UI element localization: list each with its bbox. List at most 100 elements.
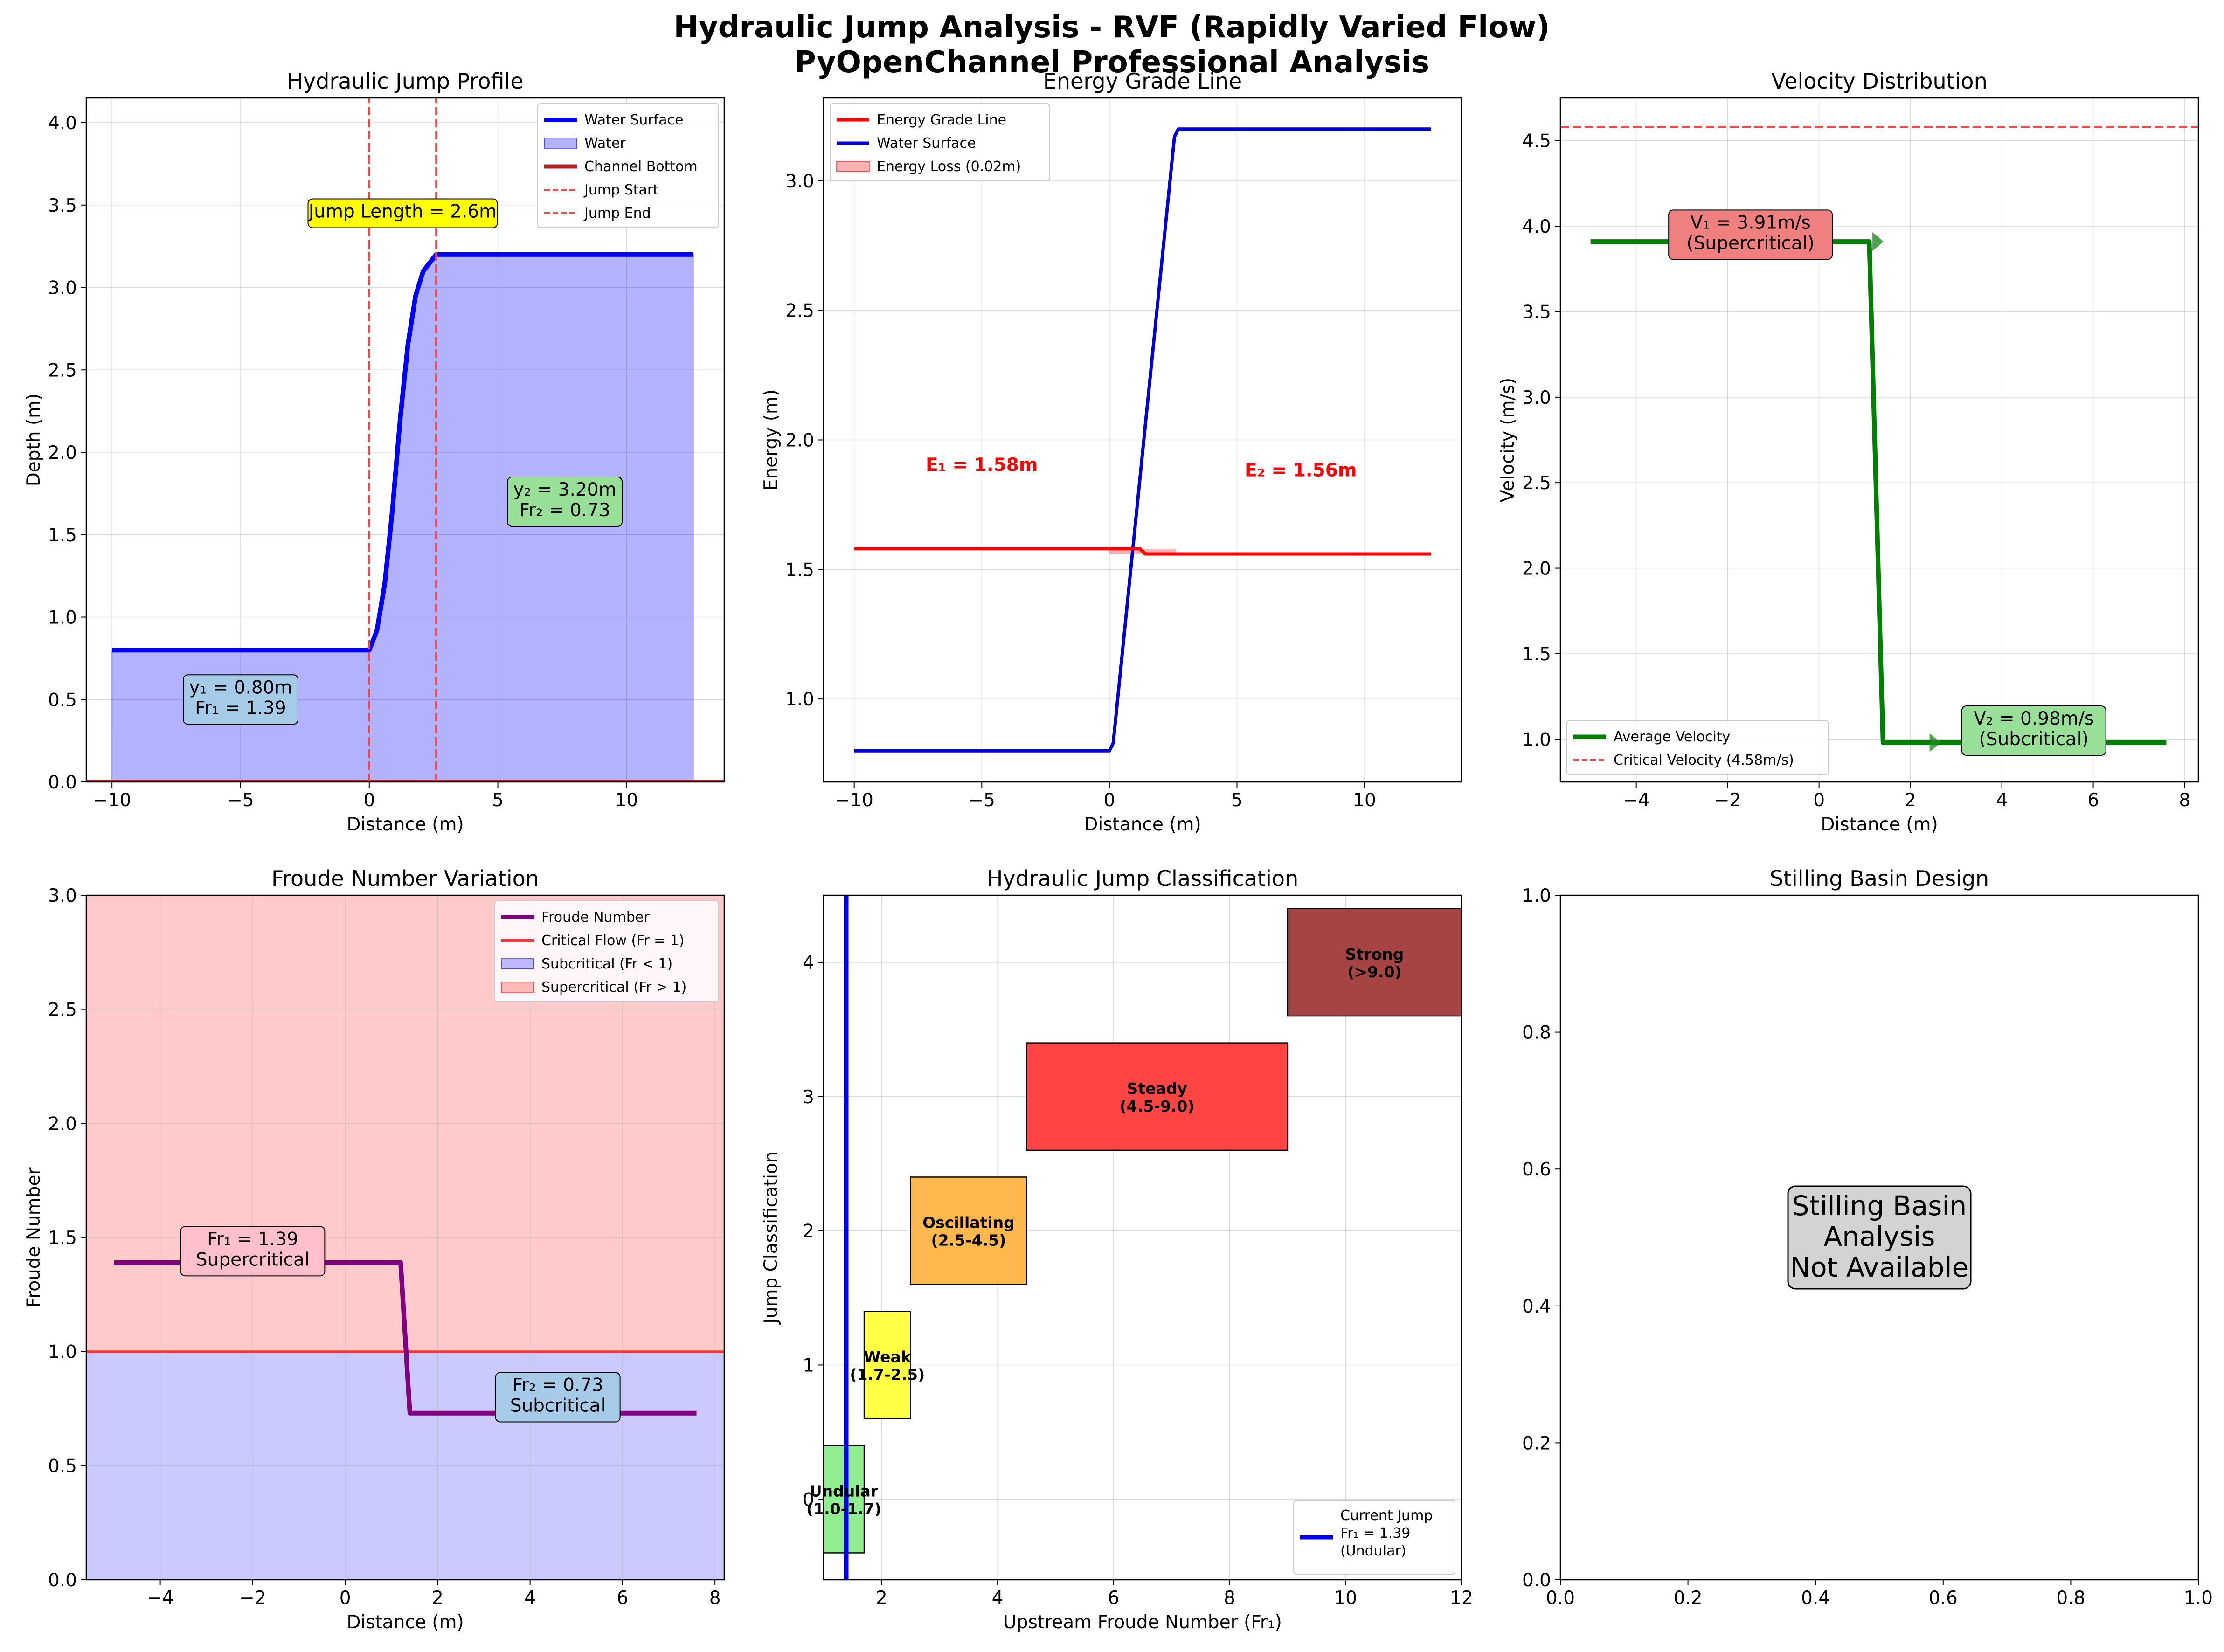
y-tick-label: 4.0 [1522, 216, 1551, 237]
y-tick-label: 0.2 [1522, 1433, 1551, 1454]
legend-label: Energy Grade Line [877, 112, 1006, 128]
legend-label: Channel Bottom [584, 159, 698, 175]
jump-type-bar-weak [863, 1311, 911, 1419]
plot-area [854, 127, 1431, 753]
legend-item: Water Surface [544, 112, 684, 128]
legend-box [1293, 1500, 1455, 1575]
y-tick-label: 0.4 [1522, 1296, 1551, 1317]
y-tick-label: 2.0 [48, 442, 77, 463]
legend-box [537, 103, 719, 228]
x-tick-label: 0.0 [1546, 1588, 1575, 1609]
basin-message-text-line: Not Available [1790, 1251, 1969, 1283]
water-surface-line [112, 252, 693, 653]
y-tick-label: 0.6 [1522, 1159, 1551, 1180]
y-tick-label: 3.0 [1522, 387, 1551, 408]
x-tick-label: 2 [432, 1588, 443, 1609]
y-tick-label: 0.0 [1522, 1570, 1551, 1591]
legend-label: Water [584, 135, 626, 152]
jump-type-label-strong-line: (>9.0) [1347, 963, 1401, 981]
legend-item: Energy Loss (0.02m) [836, 159, 1021, 175]
y-tick-label: 3.5 [1522, 302, 1551, 323]
panel-title: Velocity Distribution [1771, 69, 1987, 94]
y-tick-label: 3.0 [48, 278, 77, 299]
legend-label-line: (Undular) [1340, 1543, 1406, 1559]
water-surface-line [854, 127, 1431, 753]
x-axis-label: Distance (m) [1821, 814, 1938, 835]
jump-type-label-undular-line: Undular [810, 1482, 879, 1500]
downstream-velocity-label-text-line: (Subcritical) [1979, 729, 2089, 750]
panel-froude-number-variation: −4 −2 0 2 4 6 8 0.0 0.5 1.0 1.5 2.0 2.5 3.0 Froude Num… [23, 866, 725, 1633]
axes-frame [85, 97, 725, 783]
y-tick-label: 2.0 [1522, 559, 1551, 580]
y-tick-label: 1.5 [1522, 644, 1551, 665]
y-tick-label: 4.5 [1522, 131, 1551, 152]
x-tick-label: 12 [1450, 1588, 1473, 1609]
downstream-velocity-label-text: V₂ = 0.98m/s (Subcritical) [1974, 708, 2094, 750]
legend-label: Supercritical (Fr > 1) [541, 979, 686, 995]
upstream-velocity-label-text-line: (Supercritical) [1686, 233, 1814, 254]
x-tick-label: 10 [1334, 1588, 1357, 1609]
flow-arrow-marker [1929, 733, 1941, 752]
x-tick-label: 5 [492, 790, 504, 811]
legend-box [494, 900, 719, 1002]
x-tick-label: 8 [1224, 1588, 1235, 1609]
plot-area [86, 98, 724, 782]
x-tick-label: −4 [147, 1588, 174, 1609]
upstream-energy-label: E₁ = 1.58m [926, 455, 1038, 476]
y-tick-label: 1.0 [48, 608, 77, 629]
downstream-depth-label-text-line: y₂ = 3.20m [513, 479, 616, 500]
jump-type-bar-steady [1026, 1042, 1289, 1151]
legend-item: Energy Grade Line [837, 112, 1006, 128]
panel-title: Hydraulic Jump Classification [987, 866, 1298, 891]
downstream-depth-label-box [507, 477, 623, 527]
axes-frame [85, 894, 725, 1581]
legend-item: Average Velocity [1573, 729, 1730, 745]
legend-item: Subcritical (Fr < 1) [501, 956, 672, 972]
jump-type-label-undular-line: (1.0-1.7) [806, 1500, 881, 1518]
y-tick-label: 2.5 [785, 301, 814, 322]
x-tick-label: −5 [969, 790, 996, 811]
y-tick-label: 2 [803, 1221, 814, 1242]
x-axis-label: Distance (m) [346, 1612, 464, 1633]
upstream-froude-label-text-line: Fr₁ = 1.39 [207, 1229, 298, 1250]
x-tick-label: −5 [227, 790, 254, 811]
axes-frame [1559, 97, 2199, 783]
y-tick-label: 0.0 [48, 772, 77, 793]
average-velocity-line [1590, 239, 2167, 745]
jump-length-label-box [307, 198, 498, 228]
suptitle-line-2: PyOpenChannel Professional Analysis [794, 45, 1429, 80]
jump-type-label-undular: Undular (1.0-1.7) [806, 1482, 881, 1518]
y-tick-label: 4.0 [48, 113, 77, 134]
x-tick-label: 1.0 [2184, 1588, 2213, 1609]
panel-title: Froude Number Variation [271, 866, 539, 891]
axes-frame [823, 894, 1462, 1581]
axes-frame [823, 97, 1462, 783]
legend-item: Jump End [544, 205, 651, 221]
x-tick-label: 5 [1231, 790, 1243, 811]
legend-item: Water [544, 135, 626, 152]
downstream-froude-label-text-line: Fr₂ = 0.73 [512, 1375, 603, 1396]
x-tick-label: 2 [876, 1588, 887, 1609]
y-tick-label: 0 [803, 1489, 814, 1510]
downstream-velocity-label-box [1961, 705, 2106, 756]
x-tick-label: 6 [1108, 1588, 1119, 1609]
legend-box [1566, 720, 1829, 775]
legend-item: Critical Flow (Fr = 1) [501, 933, 685, 949]
legend-label: Energy Loss (0.02m) [877, 159, 1021, 175]
y-tick-label: 1.0 [1522, 729, 1551, 750]
panel-title: Stilling Basin Design [1770, 866, 1989, 891]
downstream-froude-label-text-line: Subcritical [510, 1396, 606, 1417]
upstream-froude-label-text: Fr₁ = 1.39 Supercritical [196, 1229, 310, 1270]
panel-stilling-basin: 0.0 0.2 0.4 0.6 0.8 1.0 0.0 0.2 0.4 0.6 0.8 1.0 Stil… [1522, 866, 2213, 1609]
y-tick-label: 0.8 [1522, 1023, 1551, 1044]
x-tick-label: −10 [835, 790, 873, 811]
legend-label: Average Velocity [1614, 729, 1730, 745]
y-tick-label: 1.0 [48, 1342, 77, 1363]
axes-frame [1559, 894, 2199, 1581]
x-tick-label: 10 [615, 790, 638, 811]
x-tick-label: 0.2 [1674, 1588, 1703, 1609]
jump-type-label-oscillating-line: Oscillating [922, 1214, 1015, 1232]
upstream-froude-label-text-line: Supercritical [196, 1249, 310, 1270]
x-tick-label: 0.8 [2056, 1588, 2085, 1609]
